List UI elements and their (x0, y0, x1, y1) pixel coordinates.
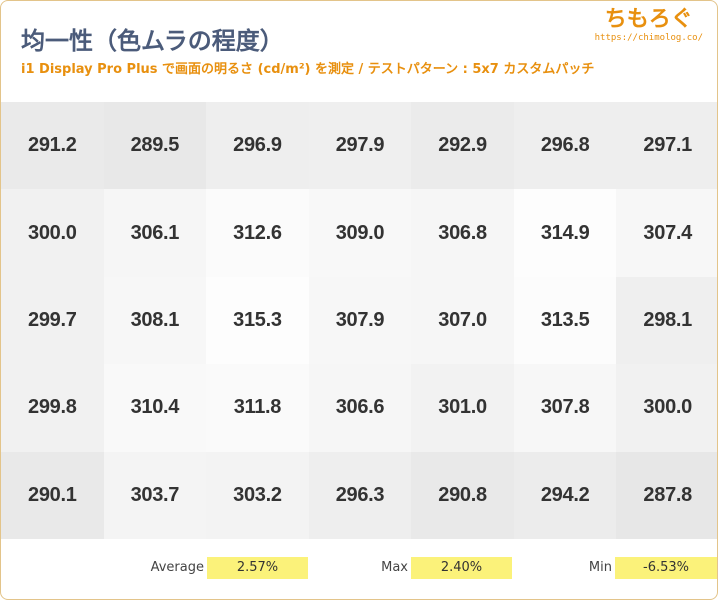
brand-url: https://chimolog.co/ (594, 33, 703, 43)
heatmap-cell: 315.3 (206, 276, 309, 365)
average-label: Average (150, 560, 204, 575)
heatmap-cell: 290.8 (411, 451, 514, 539)
heatmap-cell: 307.0 (411, 276, 514, 365)
max-label: Max (381, 560, 408, 575)
heatmap-cell: 308.1 (103, 276, 207, 365)
heatmap-cell: 296.8 (513, 102, 617, 190)
heatmap-cell: 312.6 (206, 189, 309, 277)
heatmap-cell: 306.8 (411, 189, 514, 277)
heatmap-cell: 296.9 (206, 102, 309, 190)
heatmap-cell: 307.4 (616, 189, 717, 277)
heatmap-cell: 300.0 (1, 189, 104, 277)
heatmap-cell: 299.7 (1, 276, 104, 365)
heatmap-cell: 300.0 (616, 364, 717, 452)
heatmap-cell: 303.7 (103, 451, 207, 539)
heatmap-cell: 299.8 (1, 364, 104, 452)
heatmap-cell: 314.9 (513, 189, 617, 277)
heatmap-cell: 291.2 (1, 102, 104, 190)
heatmap-cell: 313.5 (513, 276, 617, 365)
heatmap-cell: 303.2 (206, 451, 309, 539)
max-value: 2.40% (411, 557, 512, 579)
stats-bar: Average 2.57% Max 2.40% Min -6.53% (1, 557, 717, 579)
heatmap-cell: 296.3 (308, 451, 412, 539)
chart-subtitle: i1 Display Pro Plus で画面の明るさ (cd/m²) を測定 … (21, 62, 595, 77)
heatmap-cell: 290.1 (1, 451, 104, 539)
heatmap-cell: 297.9 (308, 102, 412, 190)
heatmap-cell: 307.8 (513, 364, 617, 452)
heatmap-cell: 294.2 (513, 451, 617, 539)
chart-title: 均一性（色ムラの程度） (21, 27, 284, 55)
heatmap-cell: 292.9 (411, 102, 514, 190)
heatmap-cell: 297.1 (616, 102, 717, 190)
heatmap-cell: 306.1 (103, 189, 207, 277)
brand-name: ちもろぐ (604, 7, 693, 32)
min-value: -6.53% (615, 557, 717, 579)
heatmap-cell: 301.0 (411, 364, 514, 452)
heatmap-cell: 306.6 (308, 364, 412, 452)
heatmap-cell: 311.8 (206, 364, 309, 452)
heatmap-cell: 307.9 (308, 276, 412, 365)
heatmap-cell: 309.0 (308, 189, 412, 277)
heatmap-cell: 289.5 (103, 102, 207, 190)
heatmap-cell: 310.4 (103, 364, 207, 452)
heatmap-cell: 287.8 (616, 451, 717, 539)
min-label: Min (588, 560, 612, 575)
average-value: 2.57% (207, 557, 308, 579)
brand-logo: ちもろぐ https://chimolog.co/ (595, 7, 703, 43)
heatmap-cell: 298.1 (616, 276, 717, 365)
